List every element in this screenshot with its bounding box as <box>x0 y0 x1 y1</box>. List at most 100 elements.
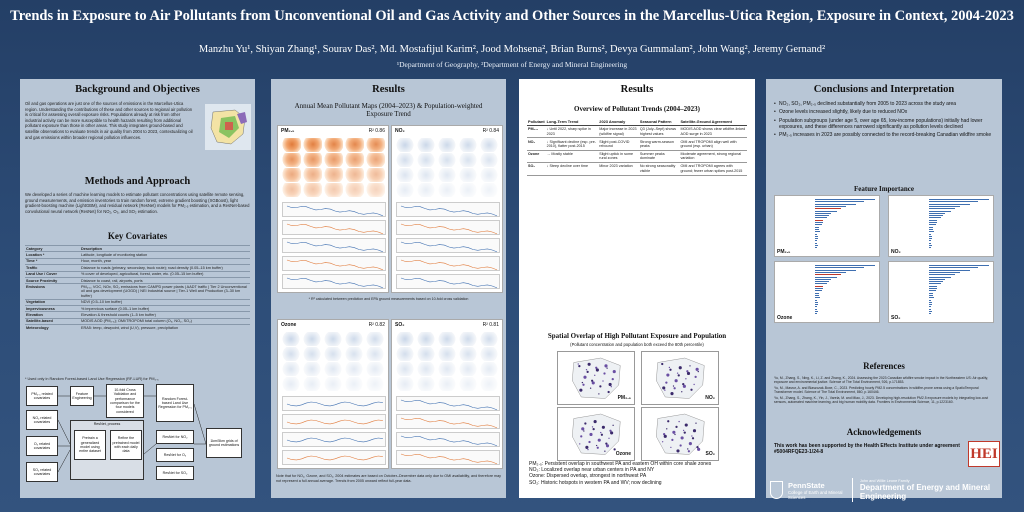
importance-bar <box>929 219 938 221</box>
pollutant-label: Ozone <box>281 322 297 328</box>
annual-mean-map <box>479 153 499 167</box>
table-header-cell: Long-Term Trend <box>545 118 599 126</box>
importance-bar <box>815 281 829 283</box>
exposure-trend-plot <box>396 432 500 447</box>
annual-mean-map <box>302 332 322 346</box>
covariate-description: Elevation & threshold counts (1–5 km buf… <box>80 311 250 319</box>
table-cell: Slight post-COVID rebound <box>598 137 639 151</box>
table-cell: ↓ Significant decline (esp. pre-2010), f… <box>545 137 599 151</box>
annual-mean-map <box>302 377 322 391</box>
r2-note: * R² calculated between prediction and E… <box>308 297 469 301</box>
importance-bar <box>815 201 865 203</box>
feature-chart-label: Ozone <box>777 315 793 321</box>
importance-bar <box>815 233 818 235</box>
annual-mean-map <box>479 377 499 391</box>
spatial-overlap-bullets: PM₂.₅: Persistent overlap in southwest P… <box>529 461 749 486</box>
importance-bar <box>929 224 937 226</box>
table-header-row: Category Description <box>25 244 250 252</box>
importance-bar <box>815 240 817 242</box>
annual-mean-map <box>416 362 436 376</box>
covariate-category: Imperviousness <box>25 305 80 312</box>
table-row: Traffic Distance to roads (primary, secon… <box>25 264 250 272</box>
flow-o3-covariates: O₃ related covariates <box>26 436 58 456</box>
table-row: Source Proximity Distance to coast, rail,… <box>25 276 250 284</box>
table-row: Location * Latitude, longitude of monitor… <box>25 251 250 259</box>
r2-value: R² 0.82 <box>368 322 385 328</box>
importance-bar <box>815 210 837 212</box>
annual-mean-map <box>302 347 322 361</box>
annual-mean-map <box>281 168 301 182</box>
annual-mean-map <box>323 168 343 182</box>
importance-bar <box>929 294 934 296</box>
importance-bar <box>929 281 943 283</box>
annual-mean-map <box>437 183 457 197</box>
table-header-row: Pollutant Long-Term Trend 2023 Anomaly Seas… <box>527 118 747 126</box>
annual-mean-map <box>458 377 478 391</box>
importance-bar <box>929 306 931 308</box>
annual-mean-map <box>302 183 322 197</box>
importance-bar <box>815 205 846 207</box>
importance-bar <box>929 304 933 306</box>
conclusion-item: Population subgroups (under age 5, over … <box>774 118 996 131</box>
covariate-category: Elevation <box>25 311 80 319</box>
covariate-category: Traffic <box>25 264 80 272</box>
importance-bar <box>815 226 820 228</box>
importance-bar <box>929 292 934 294</box>
importance-bar <box>929 271 960 273</box>
importance-bar <box>815 283 828 285</box>
feature-importance-chart: NO₂ <box>888 195 994 257</box>
logo-divider <box>852 478 853 502</box>
table-row: Satellite-based MODIS AOD (PM₂.₅); OMI/TR… <box>25 317 250 325</box>
annual-mean-map <box>323 183 343 197</box>
importance-bar <box>929 267 979 269</box>
importance-bar <box>929 297 934 299</box>
exposure-trend-plot <box>396 450 500 465</box>
annual-mean-map <box>458 153 478 167</box>
annual-mean-map <box>344 183 364 197</box>
psu-name: PennState <box>787 480 825 490</box>
acknowledgements-heading: Acknowledgements <box>846 427 922 437</box>
table-row: Elevation Elevation & threshold counts (1… <box>25 311 250 319</box>
conclusion-item: PM₂.₅ increases in 2023 are possibly con… <box>774 132 996 139</box>
affiliations: ¹Department of Geography, ²Department of… <box>396 60 628 69</box>
annual-mean-map <box>479 168 499 182</box>
importance-bar <box>815 235 818 237</box>
annual-mean-map <box>437 168 457 182</box>
importance-bar <box>929 240 931 242</box>
methods-text: We developed a series of machine learnin… <box>25 192 250 214</box>
importance-bar <box>815 269 856 271</box>
spatial-overlap-subheading: (Pollutant concentration and population … <box>570 342 704 347</box>
annual-mean-map <box>395 153 415 167</box>
overlap-map-label: SO₂ <box>705 451 715 457</box>
table-row: NO₂ ↓ Significant decline (esp. pre-2010)… <box>527 137 747 151</box>
dept-name: Department of Energy and Mineral Enginee… <box>859 483 991 501</box>
table-cell: Summer peaks dominate <box>638 150 680 164</box>
table-cell: Slight uptick in some rural zones <box>598 150 639 164</box>
pollutant-map-block: Ozone R² 0.82 <box>277 319 389 469</box>
annual-mean-map <box>458 138 478 152</box>
importance-bar <box>815 222 823 224</box>
covariate-description: % cover of developed, agricultural, fore… <box>80 270 250 278</box>
annual-mean-map <box>344 347 364 361</box>
background-text: Oil and gas operations are just one of t… <box>25 101 193 140</box>
results-subheading: Annual Mean Pollutant Maps (2004–2023) &… <box>294 102 483 118</box>
covariate-category: Location * <box>25 251 80 259</box>
importance-bar <box>815 219 824 221</box>
importance-bar <box>815 215 829 217</box>
poster-title: Trends in Exposure to Air Pollutants fro… <box>10 8 1014 24</box>
annual-mean-map <box>365 183 385 197</box>
importance-bar <box>815 228 820 230</box>
annual-mean-map <box>302 138 322 152</box>
annual-mean-map <box>365 138 385 152</box>
annual-mean-map <box>344 362 364 376</box>
exposure-trend-plot <box>396 256 500 271</box>
annual-mean-map <box>344 377 364 391</box>
table-header-cell: Category <box>25 244 80 252</box>
annual-mean-map <box>437 347 457 361</box>
annual-mean-map <box>479 362 499 376</box>
reference-item: Yu, M., Zhang, S., Zhang, K., Yin, J., V… <box>774 396 989 405</box>
covariate-category: Time * <box>25 257 80 265</box>
annual-mean-map <box>365 332 385 346</box>
annual-mean-map <box>395 377 415 391</box>
importance-bar <box>929 242 931 244</box>
